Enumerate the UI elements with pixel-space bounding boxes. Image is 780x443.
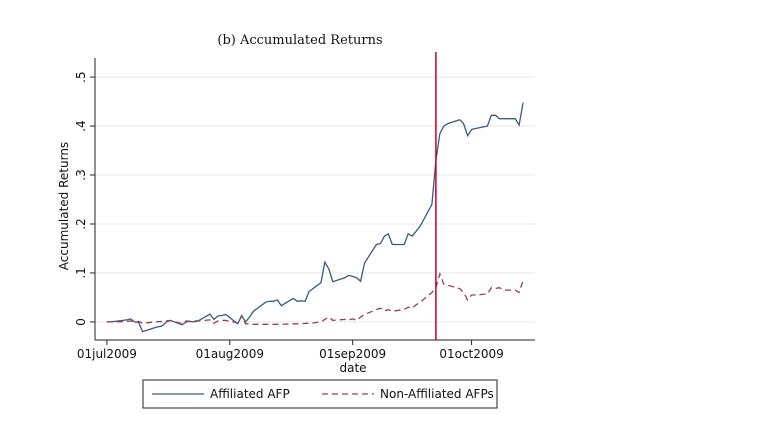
y-tick-label: .2 [74, 218, 88, 229]
x-tick-label: 01oct2009 [439, 347, 503, 361]
x-tick-label: 01sep2009 [319, 347, 386, 361]
x-axis-label: date [339, 361, 366, 375]
plot-area [95, 58, 535, 340]
y-axis-label: Accumulated Returns [57, 142, 71, 270]
y-tick-label: .4 [74, 120, 88, 131]
y-tick-label: .5 [74, 71, 88, 82]
series-line [106, 102, 524, 333]
legend: Affiliated AFP Non-Affiliated AFPs [142, 379, 498, 409]
x-tick-label: 01aug2009 [196, 347, 264, 361]
x-tick-label: 01jul2009 [77, 347, 137, 361]
legend-label: Affiliated AFP [210, 387, 290, 401]
y-tick-label: .1 [74, 267, 88, 278]
chart-title: (b) Accumulated Returns [217, 33, 382, 48]
legend-label: Non-Affiliated AFPs [380, 387, 494, 401]
y-tick-label: .3 [74, 169, 88, 180]
y-tick-label: 0 [74, 318, 88, 326]
